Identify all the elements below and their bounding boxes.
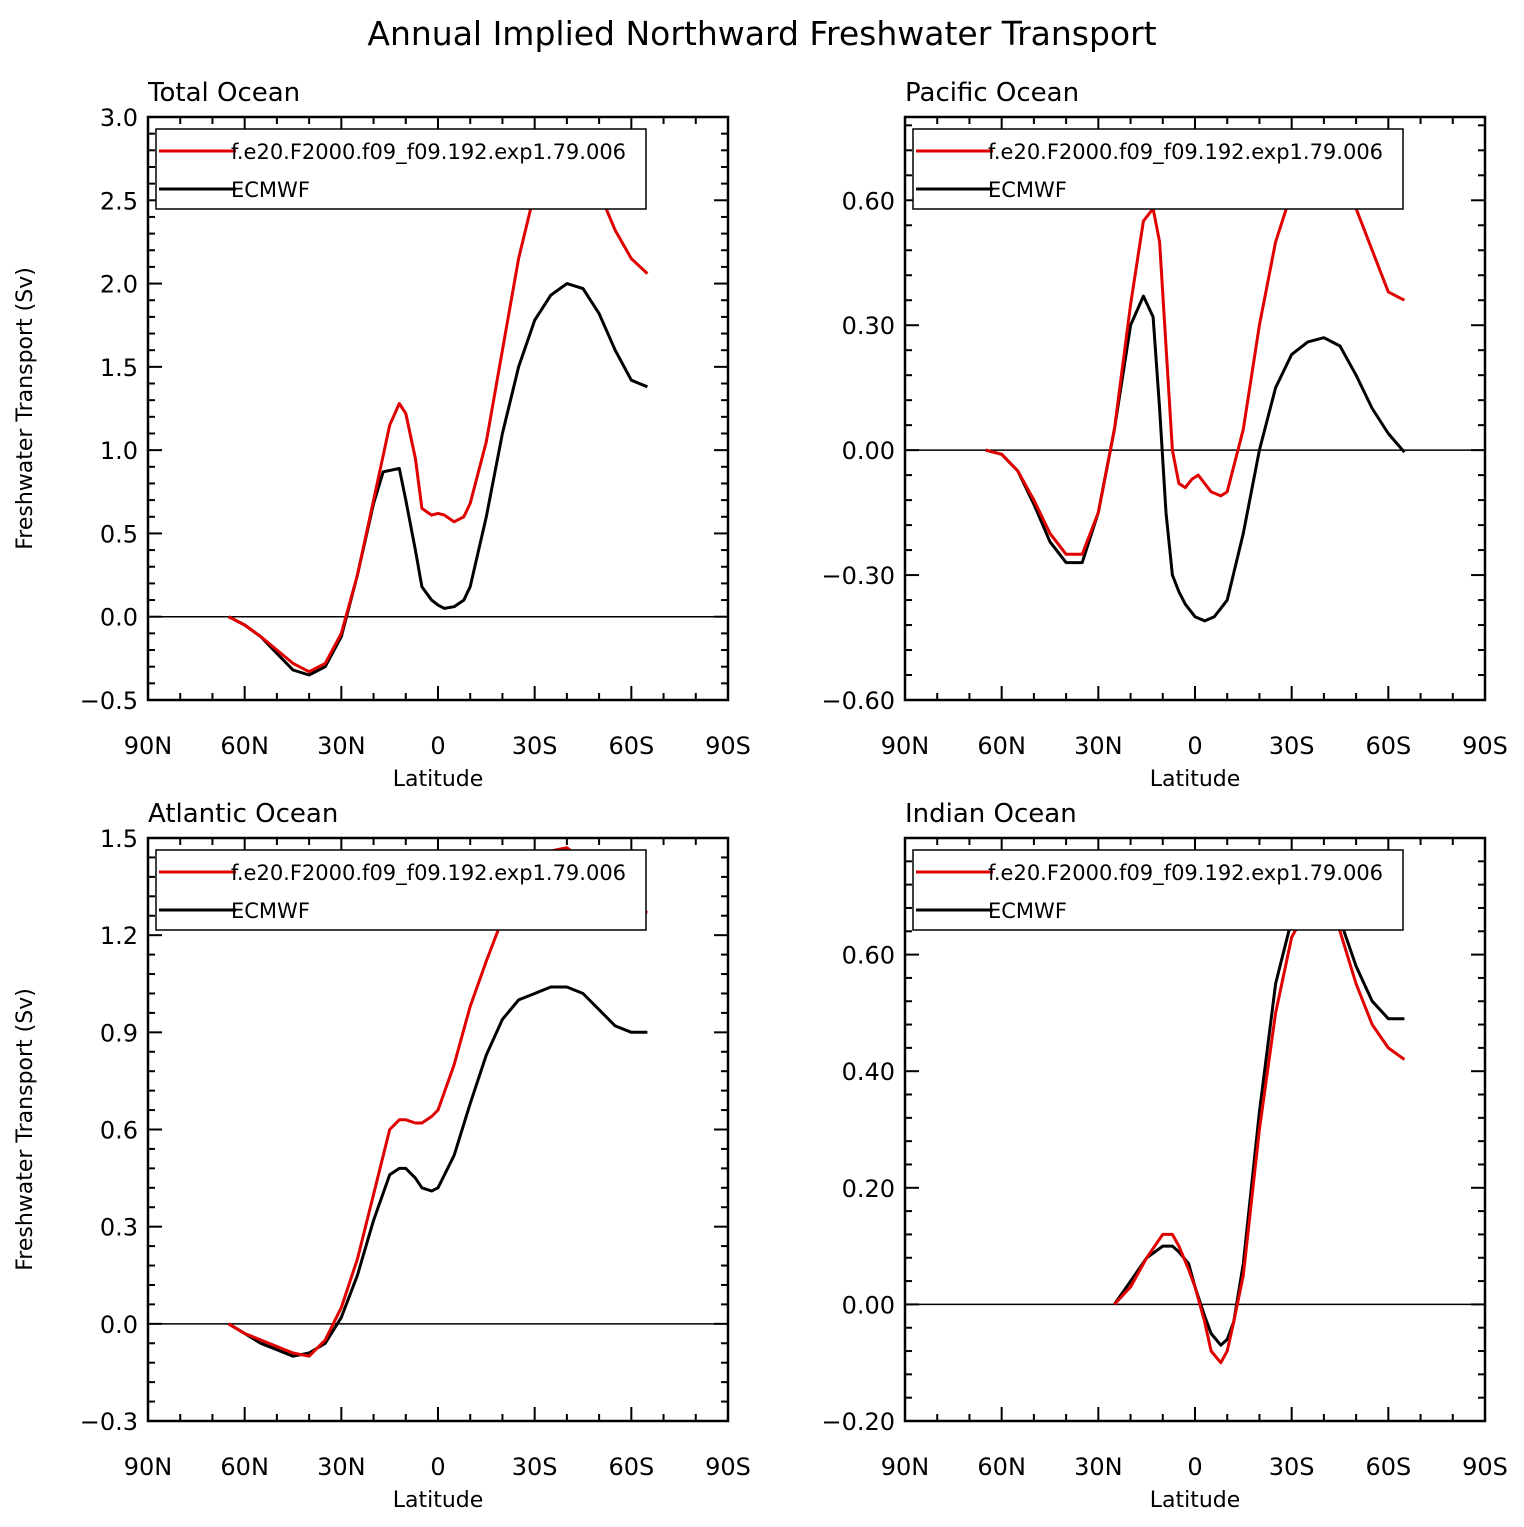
x-tick-label: 60S: [1365, 1453, 1411, 1481]
y-tick-label: 0.20: [842, 1175, 895, 1203]
x-tick-label: 60N: [220, 732, 269, 760]
y-tick-label: 0.3: [100, 1214, 138, 1242]
y-tick-label: 1.0: [100, 437, 138, 465]
panel-title: Total Ocean: [147, 78, 300, 108]
y-axis-label: Freshwater Transport (Sv): [13, 267, 38, 550]
legend-box: [912, 128, 1404, 210]
x-tick-label: 90S: [1462, 1453, 1508, 1481]
panel-title: Indian Ocean: [905, 799, 1077, 829]
chart-panel-2: Pacific Ocean 90N 60N 30N 0 30S 60S 90S −0.60 −0.…: [821, 78, 1507, 792]
x-tick-label: 60N: [977, 732, 1026, 760]
y-tick-label: 1.2: [100, 922, 138, 950]
panel-title: Pacific Ocean: [905, 78, 1079, 108]
legend-label: ECMWF: [231, 899, 310, 923]
y-tick-label: 0.60: [842, 187, 895, 215]
x-axis-label: Latitude: [393, 1488, 484, 1513]
series-line: [985, 294, 1406, 623]
y-tick-label: 0.6: [100, 1117, 138, 1145]
y-tick-label: 0.0: [100, 1311, 138, 1339]
y-tick-label: 0.00: [842, 1291, 895, 1319]
x-tick-label: 60N: [220, 1453, 269, 1481]
x-axis-label: Latitude: [393, 767, 484, 792]
legend-label: ECMWF: [988, 899, 1067, 923]
y-tick-label: 0.60: [842, 942, 895, 970]
y-tick-label: −0.20: [821, 1408, 895, 1436]
x-tick-label: 60S: [1365, 732, 1411, 760]
y-tick-label: 1.5: [100, 354, 138, 382]
y-tick-label: 0.00: [842, 437, 895, 465]
x-tick-label: 30S: [1269, 1453, 1315, 1481]
x-tick-label: 90S: [705, 732, 751, 760]
series-line: [1113, 889, 1405, 1347]
legend-box: [912, 849, 1404, 931]
y-tick-label: −0.30: [821, 562, 895, 590]
x-tick-label: 60S: [608, 732, 654, 760]
y-tick-label: 0.9: [100, 1019, 138, 1047]
series-line: [227, 282, 648, 677]
legend-label: f.e20.F2000.f09_f09.192.exp1.79.006: [231, 861, 626, 886]
x-tick-label: 30S: [512, 732, 558, 760]
x-tick-label: 30N: [317, 732, 366, 760]
legend-box: [155, 128, 647, 210]
x-tick-label: 0: [1187, 1453, 1202, 1481]
y-tick-label: 0.5: [100, 520, 138, 548]
x-tick-label: 30N: [1074, 732, 1123, 760]
x-tick-label: 60S: [608, 1453, 654, 1481]
y-tick-label: 3.0: [100, 104, 138, 132]
series-line: [1113, 900, 1406, 1365]
x-tick-label: 90S: [1462, 732, 1508, 760]
legend-label: ECMWF: [988, 178, 1067, 202]
y-tick-label: −0.5: [80, 687, 138, 715]
x-tick-label: 0: [430, 1453, 445, 1481]
figure-title: Annual Implied Northward Freshwater Tran…: [367, 14, 1156, 53]
legend-label: f.e20.F2000.f09_f09.192.exp1.79.006: [231, 140, 626, 165]
x-tick-label: 30S: [1269, 732, 1315, 760]
x-tick-label: 90S: [705, 1453, 751, 1481]
y-tick-label: −0.60: [821, 687, 895, 715]
chart-panel-3: Atlantic Ocean 90N 60N 30N 0 30S 60S 90S −0.3 0.0…: [13, 799, 751, 1513]
y-tick-label: 2.0: [100, 271, 138, 299]
y-tick-label: 1.5: [100, 825, 138, 853]
y-tick-label: 0.40: [842, 1058, 895, 1086]
panel-title: Atlantic Ocean: [148, 799, 338, 829]
y-tick-label: −0.3: [80, 1408, 138, 1436]
x-tick-label: 0: [1187, 732, 1202, 760]
x-tick-label: 0: [430, 732, 445, 760]
legend-box: [155, 849, 647, 931]
legend-label: f.e20.F2000.f09_f09.192.exp1.79.006: [988, 861, 1383, 886]
legend-label: ECMWF: [231, 178, 310, 202]
y-tick-label: 0.0: [100, 604, 138, 632]
chart-panel-4: Indian Ocean 90N 60N 30N 0 30S 60S 90S −0.20 0.00…: [821, 799, 1507, 1513]
series-line: [227, 142, 649, 674]
chart-panels: Total Ocean 90N 60N 30N 0 30S 60S 90S −0.5 0.0 0.5…: [13, 78, 1508, 1513]
x-tick-label: 30N: [317, 1453, 366, 1481]
x-tick-label: 30N: [1074, 1453, 1123, 1481]
y-tick-label: 2.5: [100, 187, 138, 215]
legend-label: f.e20.F2000.f09_f09.192.exp1.79.006: [988, 140, 1383, 165]
x-tick-label: 90N: [124, 732, 173, 760]
y-tick-label: 0.30: [842, 312, 895, 340]
x-axis-label: Latitude: [1150, 767, 1241, 792]
x-tick-label: 60N: [977, 1453, 1026, 1481]
y-axis-label: Freshwater Transport (Sv): [13, 988, 38, 1271]
x-axis-label: Latitude: [1150, 1488, 1241, 1513]
x-tick-label: 90N: [881, 732, 930, 760]
series-line: [227, 985, 648, 1358]
x-tick-label: 90N: [881, 1453, 930, 1481]
chart-panel-1: Total Ocean 90N 60N 30N 0 30S 60S 90S −0.5 0.0 0.5…: [13, 78, 751, 792]
x-tick-label: 90N: [124, 1453, 173, 1481]
x-tick-label: 30S: [512, 1453, 558, 1481]
series-line: [985, 165, 1406, 556]
